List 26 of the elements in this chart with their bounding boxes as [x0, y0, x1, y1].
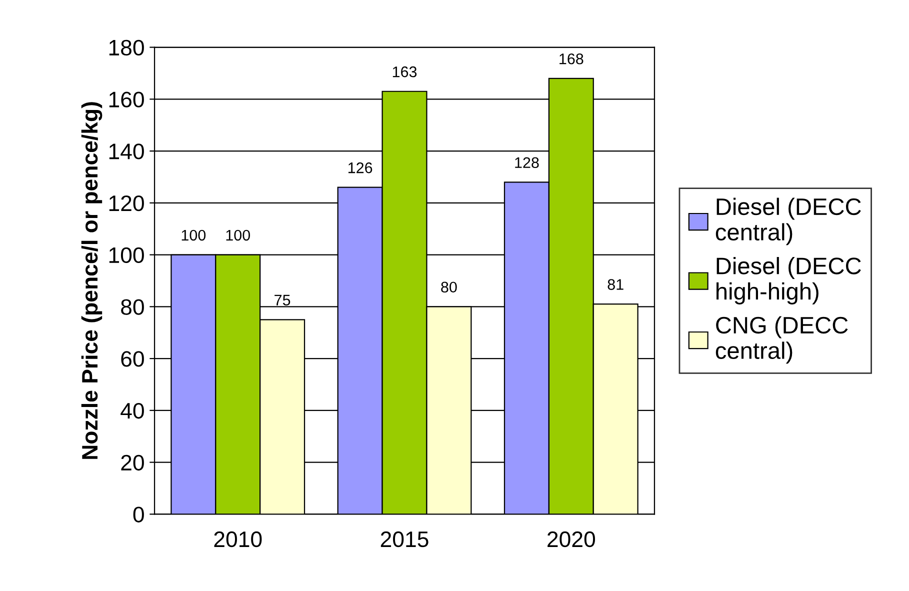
- y-tick-label: 0: [133, 506, 144, 522]
- x-tick-label: 2010: [214, 531, 262, 548]
- y-tick-label: 180: [109, 40, 144, 56]
- y-tick-label: 140: [109, 144, 144, 160]
- y-tick-label: 160: [109, 92, 144, 108]
- y-tick-label: 60: [121, 351, 144, 367]
- data-label: 81: [608, 279, 624, 290]
- data-label: 75: [274, 294, 290, 306]
- data-label: 100: [226, 230, 250, 241]
- y-tick-label: 20: [121, 454, 144, 471]
- data-label: 126: [348, 162, 372, 174]
- y-tick-label: 100: [109, 247, 144, 264]
- x-tick-label: 2020: [548, 531, 596, 548]
- legend-label: Diesel (DECC central): [716, 198, 861, 246]
- data-label: 163: [392, 66, 417, 78]
- data-label: 80: [441, 282, 457, 293]
- x-tick-label: 2015: [380, 531, 428, 548]
- legend-label: Diesel (DECC high-high): [716, 257, 861, 304]
- y-tick-label: 80: [121, 299, 144, 315]
- legend-label: CNG (DECC central): [716, 316, 848, 364]
- y-axis-title: Nozzle Price (pence/l or pence/kg): [81, 102, 102, 459]
- data-label: 100: [182, 230, 206, 241]
- data-label: 128: [515, 157, 539, 168]
- data-label: 168: [560, 53, 584, 64]
- y-tick-label: 120: [109, 195, 144, 212]
- y-tick-label: 40: [120, 402, 144, 419]
